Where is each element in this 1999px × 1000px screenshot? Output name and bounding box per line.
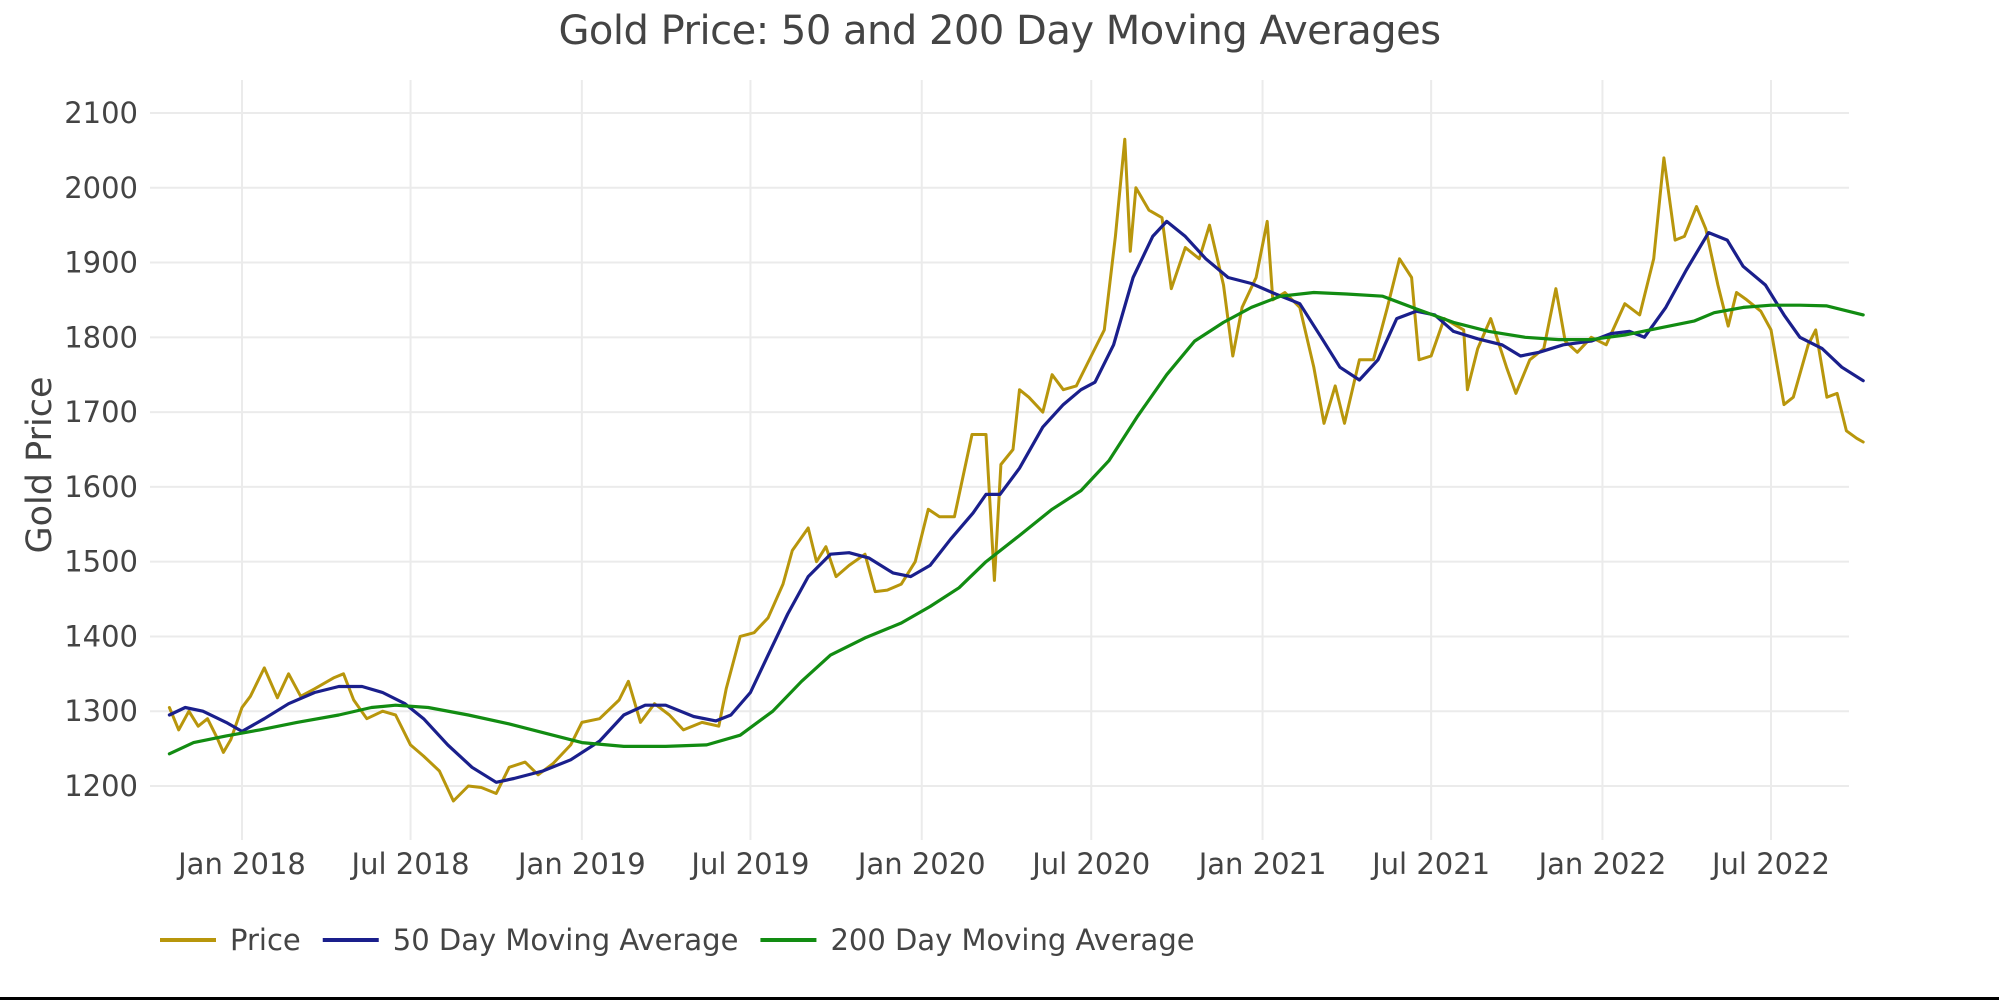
x-tick-label: Jul 2019	[689, 847, 809, 881]
x-tick-label: Jul 2020	[1030, 847, 1150, 881]
y-axis-label: Gold Price	[20, 377, 60, 554]
bottom-border	[0, 997, 1999, 1000]
x-tick-label: Jul 2022	[1710, 847, 1830, 881]
y-tick-label: 1600	[64, 470, 138, 504]
x-tick-label: Jan 2020	[856, 847, 986, 881]
x-tick-label: Jan 2021	[1197, 847, 1327, 881]
x-tick-label: Jul 2021	[1370, 847, 1490, 881]
legend-label: 50 Day Moving Average	[393, 923, 739, 957]
x-axis-ticks: Jan 2018 Jul 2018 Jan 2019 Jul 2019 Jan 2020…	[176, 847, 1830, 881]
x-tick-label: Jan 2022	[1537, 847, 1667, 881]
x-tick-label: Jul 2018	[350, 847, 470, 881]
x-tick-label: Jan 2019	[516, 847, 646, 881]
y-tick-label: 1400	[64, 619, 138, 653]
x-tick-label: Jan 2018	[176, 847, 306, 881]
y-tick-label: 1700	[64, 395, 138, 429]
y-tick-label: 2100	[64, 96, 138, 130]
y-tick-label: 1200	[64, 769, 138, 803]
50-day-moving-average-line	[167, 219, 1865, 784]
y-axis-ticks: 1200 1300 1400 1500 1600 1700 1800 1900 2000 2100	[64, 96, 138, 803]
200-day-moving-average-line	[167, 290, 1865, 756]
series-lines	[167, 137, 1865, 803]
y-tick-label: 1900	[64, 246, 138, 280]
legend-item-200-day-moving-average[interactable]: 200 Day Moving Average	[760, 923, 1195, 957]
legend-item-price[interactable]: Price	[160, 923, 301, 957]
y-tick-label: 1500	[64, 545, 138, 579]
legend-label: 200 Day Moving Average	[830, 923, 1194, 957]
legend: Price 50 Day Moving Average 200 Day Moving…	[160, 923, 1195, 957]
price-line	[167, 137, 1865, 803]
chart-title: Gold Price: 50 and 200 Day Moving Averag…	[558, 8, 1441, 54]
y-tick-label: 1300	[64, 694, 138, 728]
legend-item-50-day-moving-average[interactable]: 50 Day Moving Average	[322, 923, 739, 957]
y-tick-label: 2000	[64, 171, 138, 205]
grid-lines	[150, 80, 1849, 840]
y-tick-label: 1800	[64, 320, 138, 354]
legend-label: Price	[230, 923, 301, 957]
